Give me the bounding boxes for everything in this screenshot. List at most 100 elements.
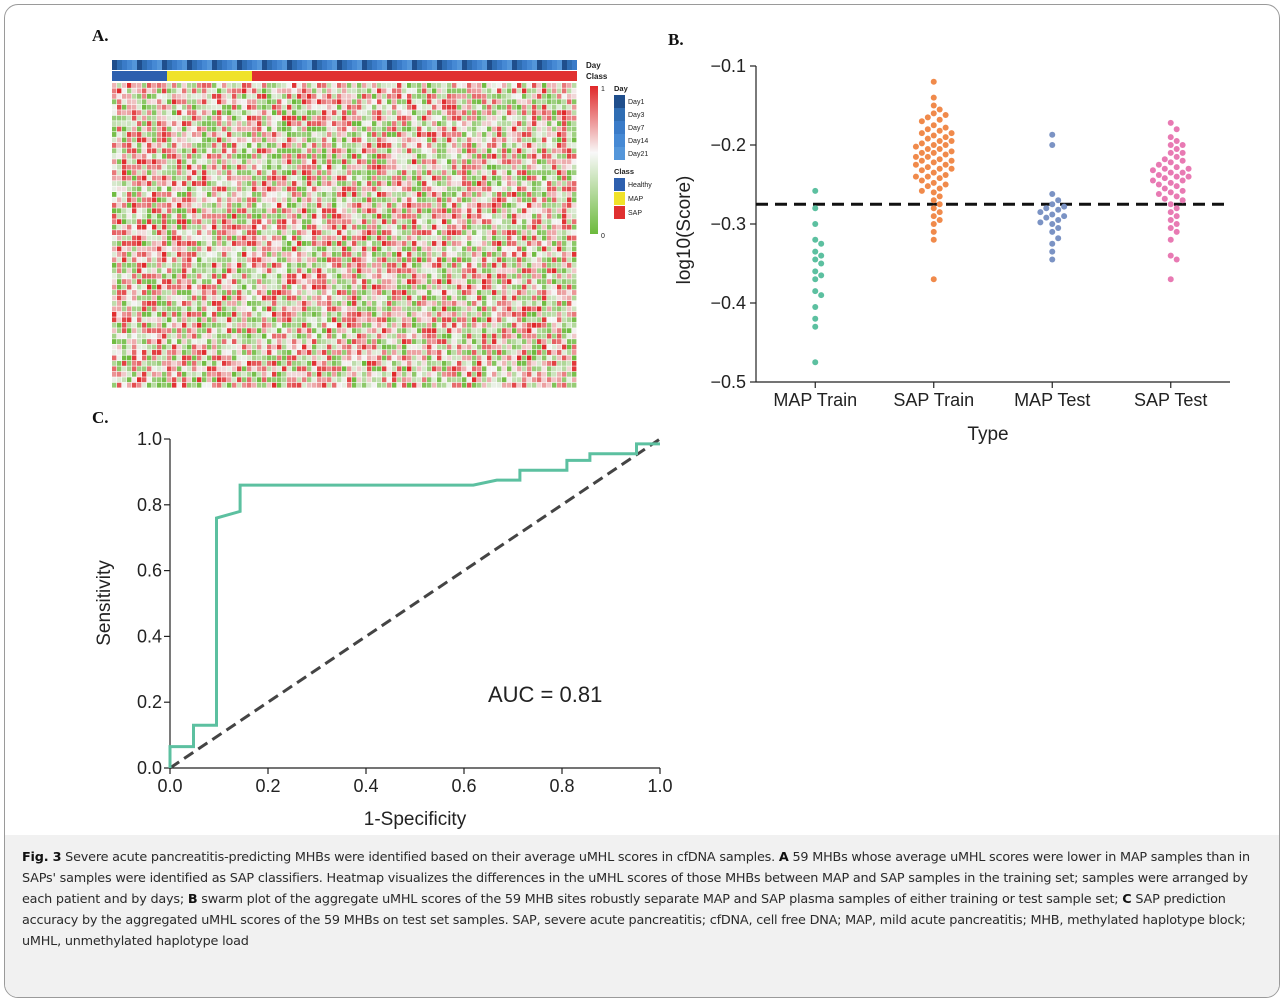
heatmap-cell — [237, 213, 242, 219]
heatmap-cell — [142, 306, 147, 312]
class-track-cell — [302, 71, 307, 81]
heatmap-cell — [132, 273, 137, 279]
day-track-cell — [317, 60, 322, 70]
heatmap-cell — [252, 241, 257, 246]
heatmap-cell — [412, 181, 417, 186]
heatmap-cell — [527, 328, 532, 334]
heatmap-cell — [307, 126, 312, 132]
heatmap-cell — [427, 148, 432, 154]
heatmap-cell — [397, 257, 402, 263]
heatmap-cell — [222, 284, 227, 290]
heatmap-cell — [567, 142, 572, 148]
heatmap-cell — [502, 268, 507, 274]
heatmap-cell — [522, 284, 527, 290]
heatmap-cell — [342, 121, 347, 126]
heatmap-cell — [392, 262, 397, 268]
heatmap-cell — [232, 350, 237, 355]
heatmap-cell — [227, 121, 232, 126]
heatmap-cell — [227, 170, 232, 176]
heatmap-cell — [197, 251, 202, 257]
heatmap-cell — [467, 159, 472, 165]
heatmap-cell — [247, 137, 252, 143]
heatmap-cell — [382, 235, 387, 241]
heatmap-cell — [232, 279, 237, 285]
heatmap-cell — [497, 159, 502, 165]
day-track-cell — [267, 60, 272, 70]
heatmap-cell — [217, 219, 222, 225]
heatmap-cell — [382, 350, 387, 355]
heatmap-cell — [432, 208, 437, 214]
heatmap-cell — [342, 279, 347, 285]
heatmap-cell — [572, 290, 577, 295]
heatmap-cell — [402, 219, 407, 225]
heatmap-cell — [552, 262, 557, 268]
heatmap-cell — [207, 202, 212, 208]
heatmap-cell — [417, 181, 422, 186]
heatmap-cell — [572, 339, 577, 344]
heatmap-cell — [412, 279, 417, 285]
heatmap-cell — [252, 224, 257, 230]
heatmap-cell — [487, 333, 492, 339]
heatmap-cell — [182, 164, 187, 170]
heatmap-cell — [297, 93, 302, 99]
heatmap-cell — [562, 290, 567, 295]
heatmap-cell — [502, 230, 507, 235]
heatmap-cell — [207, 121, 212, 126]
heatmap-cell — [302, 197, 307, 203]
heatmap-cell — [502, 257, 507, 263]
heatmap-cell — [207, 284, 212, 290]
heatmap-cell — [467, 121, 472, 126]
heatmap-cell — [432, 121, 437, 126]
heatmap-cell — [512, 104, 517, 110]
heatmap-cell — [237, 251, 242, 257]
heatmap-cell — [372, 186, 377, 192]
heatmap-cell — [397, 88, 402, 94]
heatmap-cell — [482, 311, 487, 317]
heatmap-cell — [517, 273, 522, 279]
heatmap-cell — [182, 246, 187, 252]
heatmap-cell — [262, 344, 267, 350]
heatmap-cell — [227, 88, 232, 94]
heatmap-cell — [172, 262, 177, 268]
heatmap-cell — [357, 175, 362, 181]
heatmap-cell — [172, 360, 177, 366]
heatmap-cell — [572, 306, 577, 312]
heatmap-cell — [257, 83, 262, 88]
heatmap-cell — [377, 241, 382, 246]
heatmap-cell — [207, 268, 212, 274]
heatmap-cell — [457, 208, 462, 214]
heatmap-cell — [507, 311, 512, 317]
heatmap-cell — [432, 268, 437, 274]
heatmap-cell — [217, 99, 222, 105]
heatmap-cell — [377, 142, 382, 148]
heatmap-cell — [262, 164, 267, 170]
heatmap-cell — [407, 202, 412, 208]
heatmap-cell — [572, 148, 577, 154]
heatmap-cell — [222, 317, 227, 323]
heatmap-cell — [272, 339, 277, 344]
heatmap-cell — [382, 328, 387, 334]
heatmap-cell — [397, 104, 402, 110]
heatmap-cell — [487, 311, 492, 317]
heatmap-cell — [447, 93, 452, 99]
heatmap-cell — [237, 339, 242, 344]
heatmap-cell — [247, 197, 252, 203]
heatmap-cell — [572, 322, 577, 328]
heatmap-cell — [357, 197, 362, 203]
heatmap-cell — [462, 202, 467, 208]
heatmap-cell — [492, 148, 497, 154]
heatmap-cell — [132, 230, 137, 235]
heatmap-cell — [287, 328, 292, 334]
heatmap-cell — [117, 295, 122, 301]
heatmap-cell — [492, 251, 497, 257]
heatmap-cell — [127, 322, 132, 328]
heatmap-cell — [452, 93, 457, 99]
heatmap-cell — [132, 295, 137, 301]
heatmap-cell — [522, 99, 527, 105]
heatmap-cell — [562, 213, 567, 219]
heatmap-cell — [172, 273, 177, 279]
heatmap-cell — [147, 115, 152, 121]
heatmap-cell — [432, 241, 437, 246]
heatmap-cell — [197, 104, 202, 110]
heatmap-cell — [337, 121, 342, 126]
